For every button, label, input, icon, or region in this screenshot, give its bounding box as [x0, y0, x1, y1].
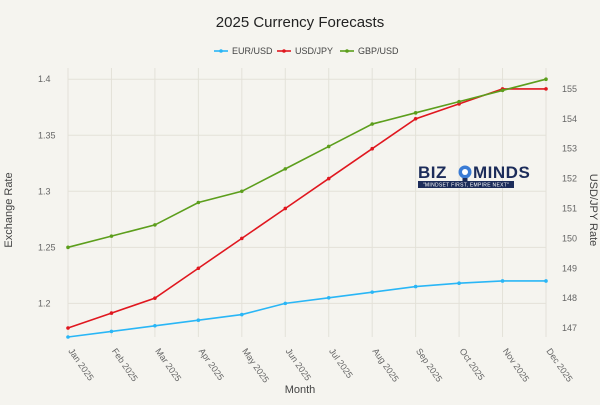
y2-tick-label: 151 [562, 203, 577, 213]
data-point [153, 323, 157, 328]
y-tick-label: 1.3 [38, 186, 51, 196]
y2-tick-label: 155 [562, 84, 577, 94]
data-point [457, 99, 461, 104]
y2-tick-label: 147 [562, 323, 577, 333]
logo-tagline: "MINDSET FIRST, EMPIRE NEXT" [423, 183, 509, 189]
series-eur-usd [66, 279, 548, 339]
data-point [196, 318, 201, 322]
y2-tick-label: 153 [562, 144, 577, 154]
x-tick-label: Jan 2025 [66, 346, 95, 382]
legend-label: EUR/USD [232, 46, 273, 56]
lightbulb-icon [458, 165, 472, 181]
chart-title: 2025 Currency Forecasts [216, 14, 384, 31]
y2-tick-label: 154 [562, 114, 577, 124]
data-point [283, 301, 288, 306]
series-line [67, 78, 547, 249]
x-tick-label: Mar 2025 [153, 346, 183, 383]
data-point [500, 88, 505, 93]
y-axis-right-ticks: 147 148 149 150 151 152 153 154 155 [562, 84, 577, 333]
data-point [370, 146, 374, 151]
data-point [500, 279, 505, 283]
data-point [370, 290, 374, 294]
x-axis-ticks: Jan 2025 Feb 2025 Mar 2025 Apr 2025 May 2025… [66, 346, 574, 384]
data-point [326, 176, 331, 181]
y2-tick-label: 149 [562, 263, 577, 273]
x-tick-label: Apr 2025 [197, 346, 226, 382]
series-line [67, 280, 546, 338]
data-point [413, 111, 418, 115]
y-axis-left-ticks: 1.2 1.25 1.3 1.35 1.4 [38, 74, 56, 308]
legend-item-eur-usd[interactable]: EUR/USD [214, 46, 273, 56]
legend-marker [219, 49, 223, 53]
x-tick-label: Jun 2025 [284, 346, 313, 382]
y-tick-label: 1.4 [38, 74, 51, 84]
series-layer [66, 77, 548, 339]
x-tick-label: May 2025 [240, 346, 271, 384]
data-point [240, 312, 244, 317]
data-point [326, 144, 331, 149]
data-point [413, 117, 418, 121]
y2-tick-label: 152 [562, 174, 577, 184]
data-point [196, 266, 201, 271]
legend[interactable]: EUR/USD USD/JPY GBP/USD [214, 46, 399, 56]
data-point [153, 223, 157, 227]
data-point [326, 295, 331, 300]
grid-layer [67, 68, 547, 337]
legend-marker [282, 49, 286, 53]
x-tick-label: Nov 2025 [501, 346, 531, 383]
y-tick-label: 1.25 [38, 242, 56, 252]
y2-tick-label: 148 [562, 293, 577, 303]
y-axis-title: Exchange Rate [3, 172, 15, 247]
data-point [66, 326, 70, 330]
data-point [370, 122, 374, 126]
legend-label: GBP/USD [358, 46, 399, 56]
data-point [283, 167, 288, 171]
data-point [109, 234, 114, 238]
data-point [109, 329, 114, 334]
data-point [240, 236, 244, 241]
series-gbp-usd [66, 77, 548, 250]
legend-item-gbp-usd[interactable]: GBP/USD [340, 46, 399, 56]
data-point [66, 245, 70, 250]
x-axis-title: Month [285, 384, 316, 396]
legend-item-usd-jpy[interactable]: USD/JPY [277, 46, 333, 56]
data-point [109, 311, 114, 315]
legend-marker [345, 49, 349, 53]
x-tick-label: Jul 2025 [327, 346, 355, 380]
x-tick-label: Feb 2025 [110, 346, 140, 383]
x-tick-label: Sep 2025 [414, 346, 444, 383]
data-point [457, 281, 461, 286]
legend-label: USD/JPY [295, 46, 333, 56]
data-point [66, 335, 70, 339]
bizminds-logo: BIZ MINDS "MINDSET FIRST, EMPIRE NEXT" [418, 163, 530, 189]
x-tick-label: Dec 2025 [544, 346, 574, 383]
series-usd-jpy [66, 87, 548, 330]
data-point [544, 279, 548, 283]
x-tick-label: Oct 2025 [457, 346, 486, 382]
series-line [67, 88, 546, 329]
y2-tick-label: 150 [562, 233, 577, 243]
data-point [413, 284, 418, 289]
data-point [240, 189, 244, 194]
logo-text-right: MINDS [473, 163, 530, 182]
logo-tagline-band [418, 181, 514, 188]
logo-text-left: BIZ [418, 163, 447, 182]
data-point [544, 87, 548, 91]
y-tick-label: 1.35 [38, 130, 56, 140]
y-tick-label: 1.2 [38, 298, 51, 308]
y2-axis-title: USD/JPY Rate [587, 174, 599, 247]
data-point [544, 77, 548, 82]
x-tick-label: Aug 2025 [371, 346, 401, 383]
data-point [196, 200, 201, 205]
data-point [283, 206, 288, 211]
data-point [153, 296, 157, 300]
